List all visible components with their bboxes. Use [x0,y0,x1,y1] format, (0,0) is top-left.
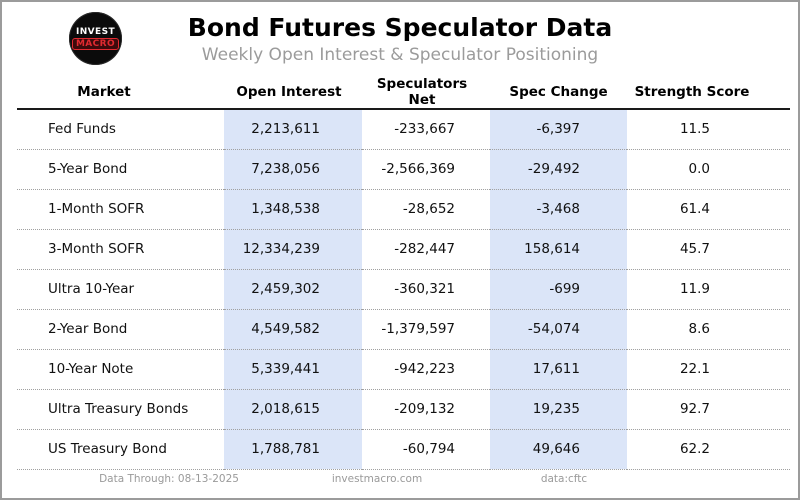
strength-score-cell: 11.5 [627,109,790,150]
column-header-market: Market [17,76,224,110]
column-header-strength-score: Strength Score [627,76,790,110]
spec-change-cell: 19,235 [490,389,627,430]
market-cell: US Treasury Bond [17,429,224,470]
logo-text-macro: MACRO [71,38,120,50]
table-row: Fed Funds 2,213,611 -233,667 -6,397 11.5 [17,109,790,150]
market-cell: 3-Month SOFR [17,229,224,270]
footer-data-through: Data Through: 08-13-2025 [99,473,239,485]
strength-score-cell: 61.4 [627,189,790,230]
spec-change-cell: -29,492 [490,149,627,190]
table-row: 2-Year Bond 4,549,582 -1,379,597 -54,074… [17,309,790,350]
open-interest-cell: 4,549,582 [224,309,362,350]
market-cell: 2-Year Bond [17,309,224,350]
market-cell: Fed Funds [17,109,224,150]
strength-score-cell: 8.6 [627,309,790,350]
spec-change-cell: -6,397 [490,109,627,150]
speculators-net-cell: -209,132 [362,389,490,430]
column-header-open-interest: Open Interest [224,76,362,110]
market-cell: Ultra Treasury Bonds [17,389,224,430]
masthead: Bond Futures Speculator Data Weekly Open… [2,2,798,65]
open-interest-cell: 2,213,611 [224,109,362,150]
speculators-net-cell: -360,321 [362,269,490,310]
open-interest-cell: 2,459,302 [224,269,362,310]
speculators-net-cell: -282,447 [362,229,490,270]
table-header-row: Market Open Interest Speculators Net Spe… [17,76,790,110]
speculator-data-table: Market Open Interest Speculators Net Spe… [17,76,790,470]
column-header-speculators-net: Speculators Net [362,76,490,110]
market-cell: Ultra 10-Year [17,269,224,310]
spec-change-cell: 158,614 [490,229,627,270]
strength-score-cell: 92.7 [627,389,790,430]
table-row: 10-Year Note 5,339,441 -942,223 17,611 2… [17,349,790,390]
open-interest-cell: 12,334,239 [224,229,362,270]
spec-change-cell: 49,646 [490,429,627,470]
open-interest-cell: 2,018,615 [224,389,362,430]
table-row: 1-Month SOFR 1,348,538 -28,652 -3,468 61… [17,189,790,230]
spec-change-cell: 17,611 [490,349,627,390]
market-cell: 5-Year Bond [17,149,224,190]
table-row: Ultra 10-Year 2,459,302 -360,321 -699 11… [17,269,790,310]
speculators-net-cell: -60,794 [362,429,490,470]
table-row: Ultra Treasury Bonds 2,018,615 -209,132 … [17,389,790,430]
strength-score-cell: 22.1 [627,349,790,390]
market-cell: 10-Year Note [17,349,224,390]
strength-score-cell: 62.2 [627,429,790,470]
open-interest-cell: 7,238,056 [224,149,362,190]
table-row: 5-Year Bond 7,238,056 -2,566,369 -29,492… [17,149,790,190]
column-header-spec-change: Spec Change [490,76,627,110]
strength-score-cell: 11.9 [627,269,790,310]
open-interest-cell: 1,788,781 [224,429,362,470]
logo-text-invest: INVEST [75,27,115,37]
page-subtitle: Weekly Open Interest & Speculator Positi… [201,44,599,65]
investmacro-logo-icon: INVEST MACRO [69,12,122,65]
footer-source: data:cftc [540,473,588,485]
table-row: US Treasury Bond 1,788,781 -60,794 49,64… [17,429,790,470]
spec-change-cell: -3,468 [490,189,627,230]
speculators-net-cell: -233,667 [362,109,490,150]
open-interest-cell: 5,339,441 [224,349,362,390]
speculators-net-cell: -1,379,597 [362,309,490,350]
table-body: Fed Funds 2,213,611 -233,667 -6,397 11.5… [17,109,790,470]
page-title: Bond Futures Speculator Data [187,13,613,42]
strength-score-cell: 0.0 [627,149,790,190]
speculators-net-cell: -2,566,369 [362,149,490,190]
market-cell: 1-Month SOFR [17,189,224,230]
speculators-net-cell: -28,652 [362,189,490,230]
spec-change-cell: -54,074 [490,309,627,350]
open-interest-cell: 1,348,538 [224,189,362,230]
speculators-net-cell: -942,223 [362,349,490,390]
footer-site: investmacro.com [331,473,423,485]
strength-score-cell: 45.7 [627,229,790,270]
table-row: 3-Month SOFR 12,334,239 -282,447 158,614… [17,229,790,270]
spec-change-cell: -699 [490,269,627,310]
